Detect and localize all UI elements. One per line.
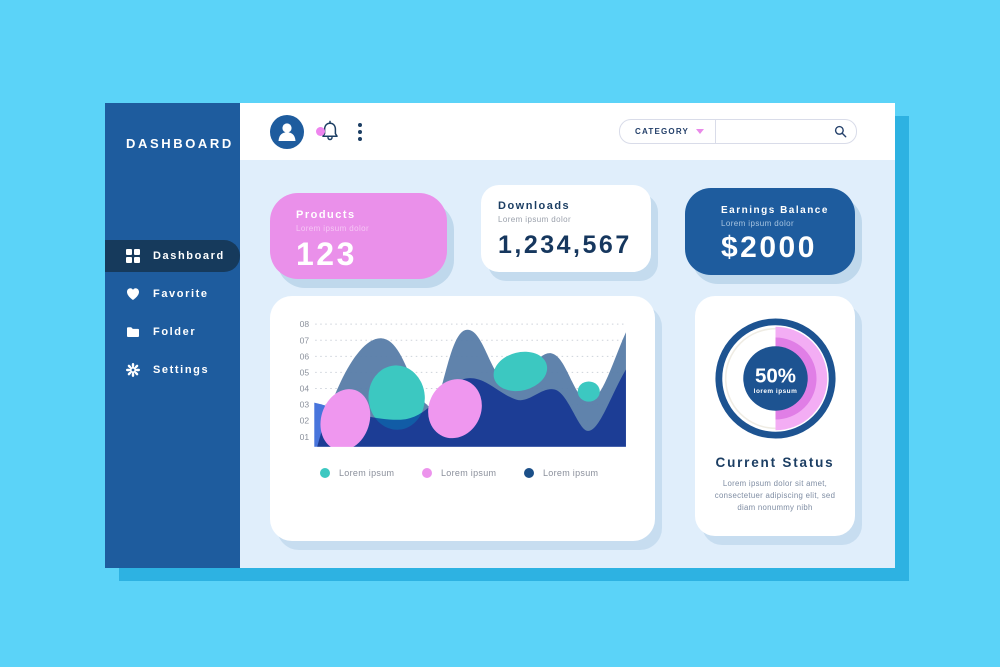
legend-item-teal: Lorem ipsum (320, 468, 422, 478)
teal-blob-series (368, 365, 425, 430)
legend-dot-pink (422, 468, 432, 478)
stat-title: Products (296, 209, 356, 221)
user-avatar[interactable] (270, 114, 304, 149)
content-area: Products Lorem ipsum dolor 123 Downloads… (240, 160, 895, 568)
legend-label: Lorem ipsum (543, 468, 599, 478)
stat-card-earnings[interactable]: Earnings Balance Lorem ipsum dolor $2000 (685, 188, 855, 275)
category-dropdown[interactable]: CATEGORY (620, 120, 715, 143)
sidebar: DASHBOARD Dashboard Favorite (105, 103, 240, 568)
donut-arc-magenta (774, 337, 816, 420)
stat-subtitle: Lorem ipsum dolor (721, 219, 795, 228)
stat-value: 1,234,567 (498, 231, 632, 259)
legend-item-navy: Lorem ipsum (524, 468, 626, 478)
area-chart-card: 08 07 06 05 04 03 02 01 (270, 296, 655, 541)
sidebar-item-label: Favorite (153, 288, 209, 300)
search-button[interactable] (832, 125, 856, 138)
chart-series (314, 329, 626, 447)
legend-dot-navy (524, 468, 534, 478)
sidebar-item-label: Folder (153, 326, 197, 338)
stat-value: $2000 (721, 231, 817, 264)
sidebar-nav: Dashboard Favorite Folder (105, 240, 240, 392)
stat-subtitle: Lorem ipsum dolor (498, 215, 572, 224)
notifications-button[interactable] (316, 120, 341, 144)
sidebar-item-label: Settings (153, 364, 210, 376)
sidebar-item-settings[interactable]: Settings (105, 354, 240, 386)
folder-icon (127, 327, 139, 337)
y-tick: 04 (300, 384, 310, 394)
donut-center (742, 346, 808, 411)
grid-icon (126, 249, 140, 263)
stat-card-products[interactable]: Products Lorem ipsum dolor 123 (270, 193, 447, 279)
sidebar-item-dashboard[interactable]: Dashboard (105, 240, 240, 272)
legend-dot-teal (320, 468, 330, 478)
y-tick: 08 (300, 319, 310, 329)
stat-title: Downloads (498, 200, 571, 212)
gear-icon (126, 363, 140, 377)
main-card: DASHBOARD Dashboard Favorite (105, 103, 895, 568)
donut-chart-50-percent: 50% lorem ipsum (714, 318, 836, 439)
teal-blob-series (577, 381, 600, 402)
stat-subtitle: Lorem ipsum dolor (296, 224, 370, 233)
donut-value: 50% (754, 364, 795, 387)
donut-label: lorem ipsum (753, 388, 797, 395)
area-chart: 08 07 06 05 04 03 02 01 (300, 319, 626, 447)
topbar: CATEGORY (240, 103, 895, 160)
category-label: CATEGORY (635, 127, 690, 136)
notification-badge (316, 126, 325, 136)
sidebar-item-folder[interactable]: Folder (105, 316, 240, 348)
kebab-menu-icon (358, 122, 362, 127)
stat-card-downloads[interactable]: Downloads Lorem ipsum dolor 1,234,567 (481, 185, 651, 272)
y-tick: 06 (300, 351, 310, 361)
y-tick: 01 (300, 432, 310, 442)
y-tick: 07 (300, 335, 310, 345)
main-area: CATEGORY (240, 103, 895, 568)
sidebar-item-label: Dashboard (153, 250, 225, 262)
more-options-button[interactable] (356, 121, 364, 143)
chart-legend: Lorem ipsum Lorem ipsum Lorem ipsum (320, 468, 637, 489)
status-title: Current Status (715, 455, 835, 470)
y-axis-ticks: 08 07 06 05 04 03 02 01 (300, 319, 310, 442)
legend-item-pink: Lorem ipsum (422, 468, 524, 478)
y-tick: 05 (300, 367, 310, 377)
donut-arc-light-pink (774, 326, 827, 431)
y-tick: 02 (300, 416, 310, 426)
legend-label: Lorem ipsum (339, 468, 395, 478)
chevron-down-icon (696, 129, 705, 134)
user-avatar-icon (278, 122, 296, 141)
sidebar-item-favorite[interactable]: Favorite (105, 278, 240, 310)
search-icon (834, 125, 847, 138)
divider (715, 120, 717, 143)
pink-blob-series (320, 389, 371, 447)
stat-value: 123 (296, 236, 357, 272)
teal-blob-series (493, 351, 548, 392)
search-input[interactable] (716, 120, 832, 143)
app-title: DASHBOARD (126, 136, 234, 151)
bell-icon (322, 120, 338, 140)
bottom-row: 08 07 06 05 04 03 02 01 (270, 296, 855, 541)
y-tick: 03 (300, 400, 310, 410)
legend-label: Lorem ipsum (441, 468, 497, 478)
current-status-card: 50% lorem ipsum Current Status Lorem ips… (695, 296, 855, 536)
status-description: Lorem ipsum dolor sit amet, consectetuer… (714, 479, 836, 513)
pink-blob-series (428, 379, 482, 439)
search-bar: CATEGORY (619, 119, 857, 144)
heart-icon (127, 288, 139, 300)
stat-title: Earnings Balance (721, 205, 829, 216)
stats-row: Products Lorem ipsum dolor 123 Downloads… (270, 185, 855, 279)
